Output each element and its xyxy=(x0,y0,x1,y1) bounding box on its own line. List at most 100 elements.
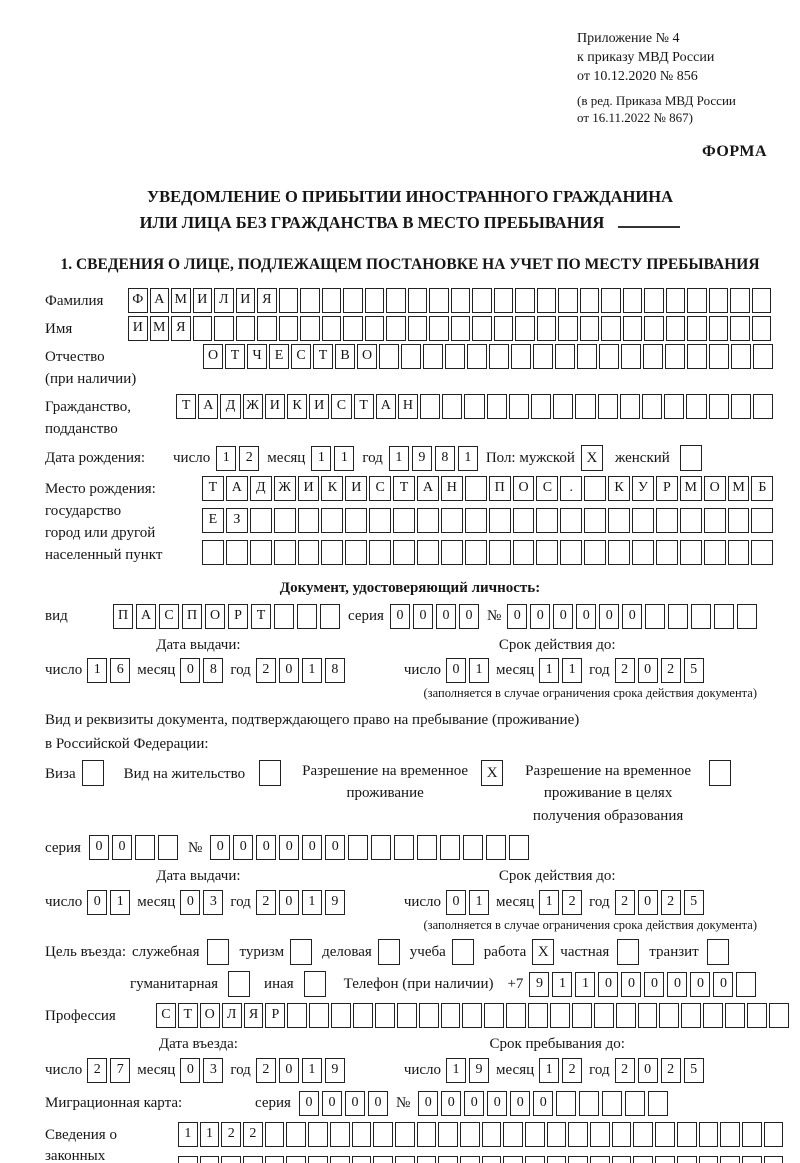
char-cell[interactable] xyxy=(751,288,771,314)
char-cell[interactable]: 0 xyxy=(278,657,299,683)
char-cell[interactable] xyxy=(730,316,750,342)
char-cell[interactable]: 0 xyxy=(87,889,108,915)
char-cell[interactable]: 1 xyxy=(539,1057,560,1083)
char-cell[interactable]: 0 xyxy=(256,835,277,861)
char-cell[interactable]: 1 xyxy=(301,1057,322,1083)
char-cell[interactable]: И xyxy=(128,316,148,342)
char-cell[interactable]: 0 xyxy=(180,1057,201,1083)
char-cell[interactable]: 2 xyxy=(87,1057,108,1083)
char-cell[interactable] xyxy=(622,316,642,342)
char-cell[interactable] xyxy=(608,508,631,534)
char-cell[interactable] xyxy=(686,393,707,419)
char-cell[interactable] xyxy=(472,316,492,342)
char-cell[interactable] xyxy=(225,540,248,566)
char-cell[interactable]: 1 xyxy=(388,445,409,471)
char-cell[interactable]: М xyxy=(727,476,750,502)
char-cell[interactable] xyxy=(300,288,320,314)
char-cell[interactable] xyxy=(768,1003,789,1029)
char-cell[interactable] xyxy=(528,1003,549,1029)
purpose-official-checkbox[interactable] xyxy=(207,939,230,966)
char-cell[interactable] xyxy=(351,1155,372,1163)
char-cell[interactable]: 2 xyxy=(614,889,635,915)
char-cell[interactable] xyxy=(727,508,750,534)
char-cell[interactable]: Н xyxy=(397,393,419,419)
char-cell[interactable] xyxy=(558,316,578,342)
char-cell[interactable] xyxy=(679,540,702,566)
char-cell[interactable]: 8 xyxy=(434,445,455,471)
char-cell[interactable]: И xyxy=(297,476,320,502)
char-cell[interactable]: Л xyxy=(221,1003,242,1029)
char-cell[interactable]: 2 xyxy=(562,1057,583,1083)
char-cell[interactable] xyxy=(533,344,553,370)
char-cell[interactable]: 5 xyxy=(683,1057,704,1083)
char-cell[interactable] xyxy=(488,508,511,534)
char-cell[interactable]: Ф xyxy=(128,288,148,314)
char-cell[interactable]: 2 xyxy=(255,1057,276,1083)
char-cell[interactable] xyxy=(556,1090,577,1116)
char-cell[interactable]: 0 xyxy=(458,603,479,629)
char-cell[interactable]: И xyxy=(264,393,285,419)
char-cell[interactable] xyxy=(331,1003,352,1029)
char-cell[interactable] xyxy=(512,540,535,566)
char-cell[interactable] xyxy=(249,508,272,534)
char-cell[interactable]: 0 xyxy=(278,1057,299,1083)
char-cell[interactable]: 0 xyxy=(713,971,734,997)
char-cell[interactable]: 8 xyxy=(203,657,224,683)
char-cell[interactable] xyxy=(202,540,224,566)
char-cell[interactable] xyxy=(577,344,597,370)
char-cell[interactable] xyxy=(619,393,640,419)
char-cell[interactable]: 2 xyxy=(255,889,276,915)
char-cell[interactable]: Е xyxy=(269,344,289,370)
char-cell[interactable] xyxy=(286,1121,307,1147)
char-cell[interactable]: 0 xyxy=(88,835,109,861)
char-cell[interactable] xyxy=(396,1003,417,1029)
char-cell[interactable] xyxy=(679,508,702,534)
char-cell[interactable]: 9 xyxy=(324,1057,345,1083)
char-cell[interactable]: 0 xyxy=(622,603,643,629)
char-cell[interactable] xyxy=(655,540,678,566)
char-cell[interactable] xyxy=(536,316,556,342)
char-cell[interactable] xyxy=(687,288,707,314)
char-cell[interactable] xyxy=(602,1090,623,1116)
char-cell[interactable]: Б xyxy=(751,476,774,502)
char-cell[interactable]: 5 xyxy=(683,889,704,915)
char-cell[interactable]: 1 xyxy=(110,889,131,915)
char-cell[interactable] xyxy=(659,1003,680,1029)
char-cell[interactable] xyxy=(725,1003,746,1029)
char-cell[interactable]: 0 xyxy=(690,971,711,997)
char-cell[interactable]: Ж xyxy=(242,393,263,419)
char-cell[interactable]: С xyxy=(369,476,392,502)
temp-residence-education-checkbox[interactable] xyxy=(709,759,732,786)
char-cell[interactable]: В xyxy=(335,344,355,370)
char-cell[interactable]: 0 xyxy=(446,657,467,683)
char-cell[interactable] xyxy=(417,508,439,534)
char-cell[interactable] xyxy=(300,316,320,342)
char-cell[interactable]: 2 xyxy=(660,657,681,683)
char-cell[interactable]: А xyxy=(417,476,439,502)
char-cell[interactable]: О xyxy=(203,344,223,370)
char-cell[interactable] xyxy=(484,1003,505,1029)
char-cell[interactable]: Р xyxy=(265,1003,286,1029)
char-cell[interactable] xyxy=(386,288,406,314)
char-cell[interactable]: М xyxy=(171,288,191,314)
char-cell[interactable] xyxy=(401,344,421,370)
char-cell[interactable] xyxy=(369,508,392,534)
char-cell[interactable]: 1 xyxy=(575,971,596,997)
char-cell[interactable] xyxy=(525,1155,545,1163)
char-cell[interactable] xyxy=(278,288,298,314)
char-cell[interactable]: 1 xyxy=(334,445,355,471)
char-cell[interactable] xyxy=(708,288,728,314)
char-cell[interactable] xyxy=(157,835,178,861)
char-cell[interactable]: 3 xyxy=(203,889,224,915)
purpose-study-checkbox[interactable] xyxy=(451,939,474,966)
char-cell[interactable]: 1 xyxy=(216,445,237,471)
char-cell[interactable] xyxy=(442,393,463,419)
char-cell[interactable]: 1 xyxy=(469,889,490,915)
char-cell[interactable] xyxy=(417,540,439,566)
char-cell[interactable] xyxy=(379,344,399,370)
char-cell[interactable]: Л xyxy=(214,288,234,314)
char-cell[interactable] xyxy=(753,344,773,370)
char-cell[interactable]: Ч xyxy=(247,344,267,370)
char-cell[interactable]: С xyxy=(331,393,352,419)
char-cell[interactable]: 0 xyxy=(530,603,551,629)
